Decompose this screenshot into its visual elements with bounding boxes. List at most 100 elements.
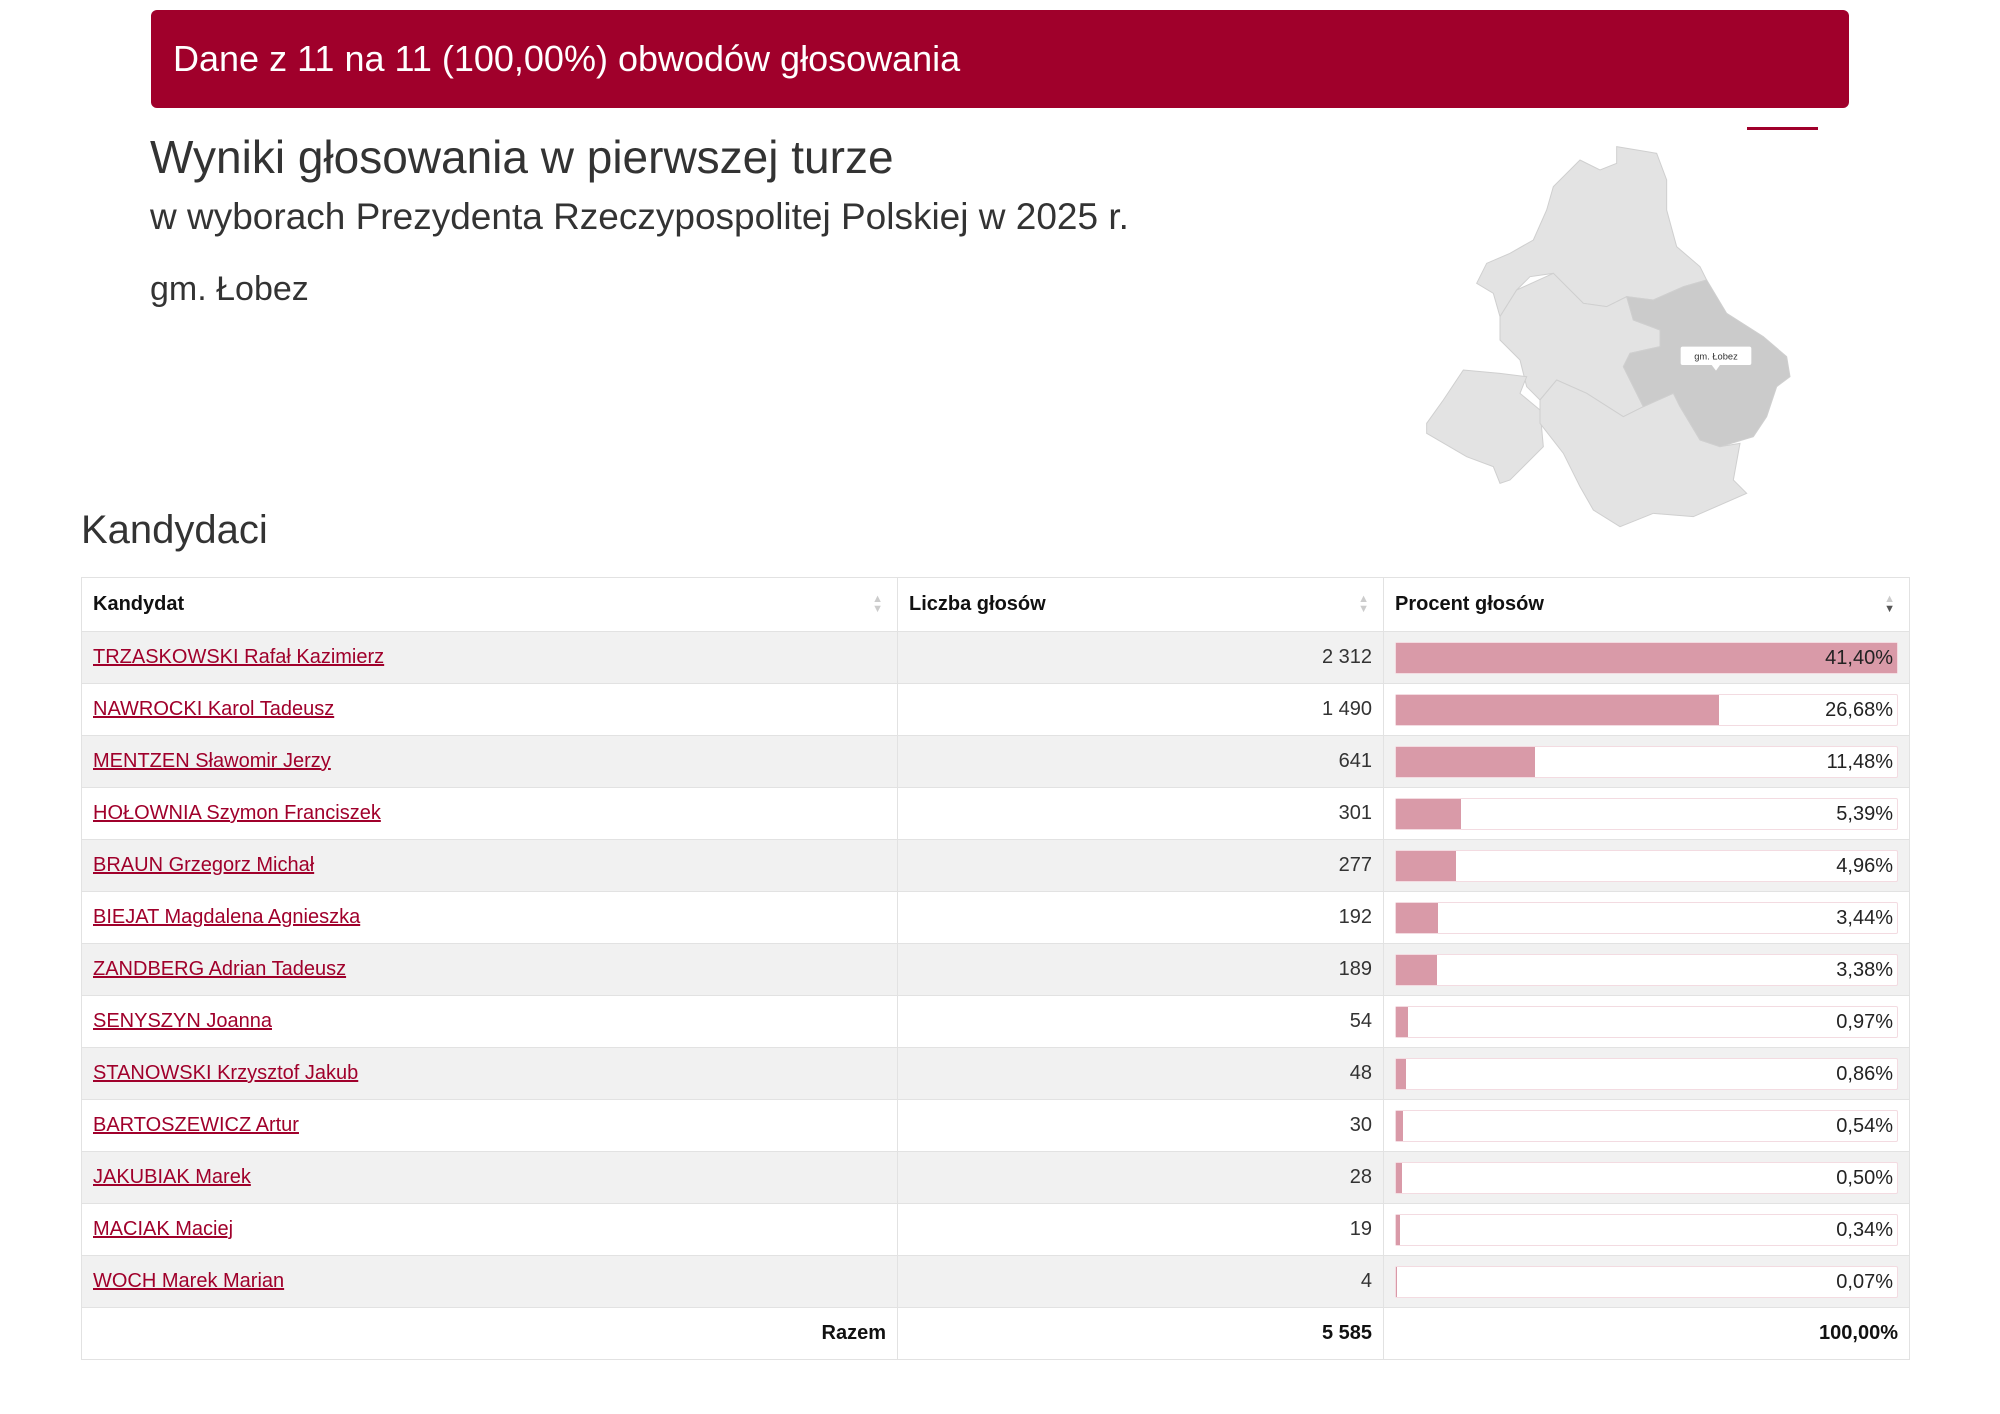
votes-cell: 54 xyxy=(897,995,1384,1048)
percent-label: 3,44% xyxy=(1836,906,1893,929)
percent-bar: 0,86% xyxy=(1395,1057,1898,1090)
percent-cell: 41,40% xyxy=(1383,631,1910,684)
percent-bar-fill xyxy=(1396,902,1438,933)
table-row: MACIAK Maciej 19 0,34% xyxy=(81,1203,1910,1256)
percent-label: 3,38% xyxy=(1836,958,1893,981)
percent-bar: 3,38% xyxy=(1395,953,1898,986)
percent-label: 5,39% xyxy=(1836,802,1893,825)
candidate-cell: WOCH Marek Marian xyxy=(81,1255,898,1308)
percent-label: 0,54% xyxy=(1836,1114,1893,1137)
candidate-link[interactable]: BIEJAT Magdalena Agnieszka xyxy=(93,906,361,928)
area-name: gm. Łobez xyxy=(150,270,309,308)
candidate-cell: NAWROCKI Karol Tadeusz xyxy=(81,683,898,736)
percent-bar-fill xyxy=(1396,1162,1403,1193)
candidate-link[interactable]: MACIAK Maciej xyxy=(93,1218,234,1240)
table-row: NAWROCKI Karol Tadeusz 1 490 26,68% xyxy=(81,683,1910,736)
column-header-votes[interactable]: Liczba głosów ▲ ▼ xyxy=(897,577,1384,632)
sort-desc-icon[interactable]: ▲ ▼ xyxy=(1884,593,1895,615)
percent-bar-fill xyxy=(1396,642,1897,673)
table-row: TRZASKOWSKI Rafał Kazimierz 2 312 41,40% xyxy=(81,631,1910,684)
percent-cell: 0,86% xyxy=(1383,1047,1910,1100)
table-row: BARTOSZEWICZ Artur 30 0,54% xyxy=(81,1099,1910,1152)
votes-cell: 28 xyxy=(897,1151,1384,1204)
page-subtitle: w wyborach Prezydenta Rzeczypospolitej P… xyxy=(150,196,1129,237)
candidate-cell: BARTOSZEWICZ Artur xyxy=(81,1099,898,1152)
sort-icon[interactable]: ▲ ▼ xyxy=(1358,593,1369,615)
section-title: Kandydaci xyxy=(81,508,268,552)
percent-label: 0,86% xyxy=(1836,1062,1893,1085)
percent-bar-fill xyxy=(1396,1058,1407,1089)
votes-cell: 189 xyxy=(897,943,1384,996)
candidate-cell: ZANDBERG Adrian Tadeusz xyxy=(81,943,898,996)
table-header-row: Kandydat ▲ ▼ Liczba głosów ▲ ▼ Procent głosó… xyxy=(81,577,1910,632)
percent-bar: 26,68% xyxy=(1395,693,1898,726)
candidate-cell: TRZASKOWSKI Rafał Kazimierz xyxy=(81,631,898,684)
candidate-link[interactable]: BRAUN Grzegorz Michał xyxy=(93,854,315,876)
percent-bar: 11,48% xyxy=(1395,745,1898,778)
candidate-link[interactable]: HOŁOWNIA Szymon Franciszek xyxy=(93,802,381,824)
percent-bar-fill xyxy=(1396,850,1457,881)
votes-cell: 192 xyxy=(897,891,1384,944)
votes-cell: 301 xyxy=(897,787,1384,840)
percent-bar: 0,34% xyxy=(1395,1213,1898,1246)
percent-bar-fill xyxy=(1396,746,1535,777)
percent-bar: 0,54% xyxy=(1395,1109,1898,1142)
candidate-link[interactable]: ZANDBERG Adrian Tadeusz xyxy=(93,958,347,980)
votes-cell: 4 xyxy=(897,1255,1384,1308)
candidate-link[interactable]: SENYSZYN Joanna xyxy=(93,1010,272,1032)
percent-label: 26,68% xyxy=(1825,698,1893,721)
candidate-link[interactable]: MENTZEN Sławomir Jerzy xyxy=(93,750,331,772)
percent-bar-fill xyxy=(1396,1006,1408,1037)
percent-bar-fill xyxy=(1396,1266,1397,1297)
candidate-cell: MACIAK Maciej xyxy=(81,1203,898,1256)
candidate-link[interactable]: WOCH Marek Marian xyxy=(93,1270,285,1292)
map-region[interactable] xyxy=(1539,379,1748,528)
percent-bar-fill xyxy=(1396,954,1437,985)
sort-icon[interactable]: ▲ ▼ xyxy=(872,593,883,615)
percent-cell: 0,07% xyxy=(1383,1255,1910,1308)
percent-cell: 3,44% xyxy=(1383,891,1910,944)
total-label: Razem xyxy=(81,1307,898,1360)
percent-bar: 3,44% xyxy=(1395,901,1898,934)
candidate-link[interactable]: BARTOSZEWICZ Artur xyxy=(93,1114,299,1136)
table-row: STANOWSKI Krzysztof Jakub 48 0,86% xyxy=(81,1047,1910,1100)
table-row: JAKUBIAK Marek 28 0,50% xyxy=(81,1151,1910,1204)
percent-label: 11,48% xyxy=(1826,750,1893,773)
candidate-link[interactable]: TRZASKOWSKI Rafał Kazimierz xyxy=(93,646,385,668)
candidate-cell: HOŁOWNIA Szymon Franciszek xyxy=(81,787,898,840)
table-row: SENYSZYN Joanna 54 0,97% xyxy=(81,995,1910,1048)
map-region[interactable] xyxy=(1426,369,1544,484)
percent-bar-fill xyxy=(1396,1110,1403,1141)
percent-bar-fill xyxy=(1396,694,1719,725)
candidate-link[interactable]: STANOWSKI Krzysztof Jakub xyxy=(93,1062,359,1084)
candidate-link[interactable]: JAKUBIAK Marek xyxy=(93,1166,251,1188)
percent-cell: 0,50% xyxy=(1383,1151,1910,1204)
column-header-percent[interactable]: Procent głosów ▲ ▼ xyxy=(1383,577,1910,632)
column-header-candidate[interactable]: Kandydat ▲ ▼ xyxy=(81,577,898,632)
page-title: Wyniki głosowania w pierwszej turze xyxy=(150,131,894,183)
votes-cell: 19 xyxy=(897,1203,1384,1256)
total-percent: 100,00% xyxy=(1383,1307,1910,1360)
table-row: HOŁOWNIA Szymon Franciszek 301 5,39% xyxy=(81,787,1910,840)
candidate-cell: BIEJAT Magdalena Agnieszka xyxy=(81,891,898,944)
candidate-cell: BRAUN Grzegorz Michał xyxy=(81,839,898,892)
percent-label: 0,34% xyxy=(1836,1218,1893,1241)
total-row: Razem 5 585 100,00% xyxy=(81,1307,1910,1360)
candidate-link[interactable]: NAWROCKI Karol Tadeusz xyxy=(93,698,335,720)
municipality-map[interactable]: gm. Łobez xyxy=(1400,100,1850,550)
percent-label: 41,40% xyxy=(1825,646,1893,669)
candidates-table: Kandydat ▲ ▼ Liczba głosów ▲ ▼ Procent głosó… xyxy=(81,577,1910,1360)
percent-label: 4,96% xyxy=(1836,854,1893,877)
total-votes: 5 585 xyxy=(897,1307,1384,1360)
table-row: WOCH Marek Marian 4 0,07% xyxy=(81,1255,1910,1308)
candidate-cell: JAKUBIAK Marek xyxy=(81,1151,898,1204)
votes-cell: 2 312 xyxy=(897,631,1384,684)
votes-cell: 1 490 xyxy=(897,683,1384,736)
percent-label: 0,97% xyxy=(1836,1010,1893,1033)
percent-cell: 0,54% xyxy=(1383,1099,1910,1152)
candidate-cell: SENYSZYN Joanna xyxy=(81,995,898,1048)
percent-cell: 0,34% xyxy=(1383,1203,1910,1256)
percent-cell: 11,48% xyxy=(1383,735,1910,788)
map-region[interactable] xyxy=(1476,146,1708,318)
table-row: BRAUN Grzegorz Michał 277 4,96% xyxy=(81,839,1910,892)
